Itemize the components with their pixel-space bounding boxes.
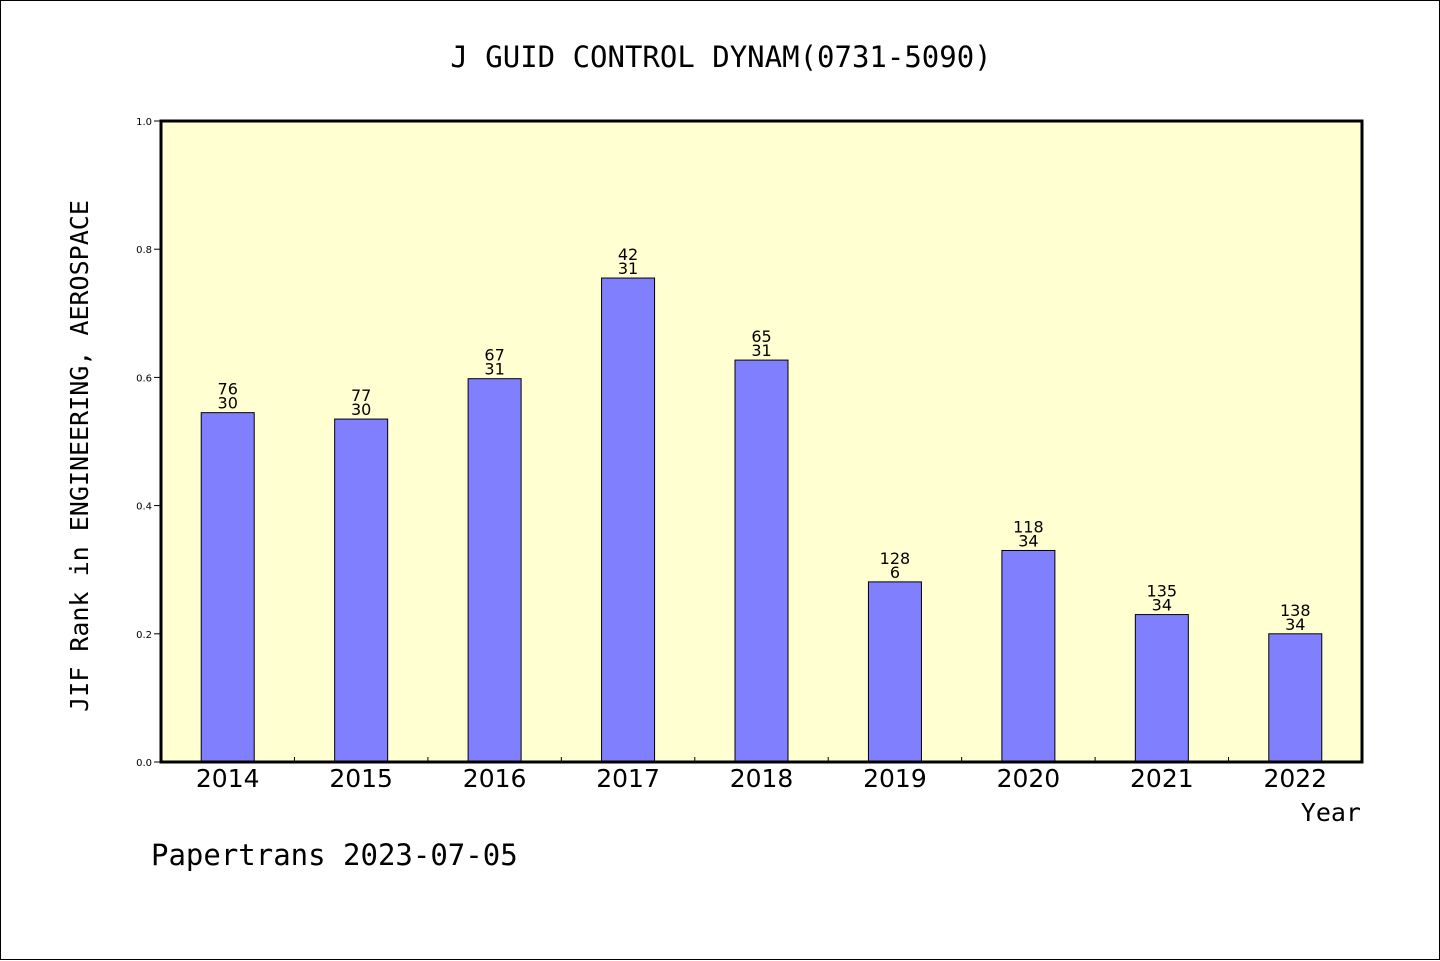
bar-label-bottom-2018: 31 (751, 341, 771, 360)
bar-label-bottom-2014: 30 (218, 394, 238, 413)
footer-stamp: Papertrans 2023-07-05 (151, 838, 518, 872)
x-tick-label: 2021 (1130, 764, 1194, 793)
bar-label-bottom-2016: 31 (484, 360, 504, 379)
bar-2019 (867, 581, 922, 763)
x-tick-label: 2014 (196, 764, 260, 793)
bar-label-top-2015: 77 (351, 386, 371, 405)
bar-label-bottom-2015: 30 (351, 400, 371, 419)
bar-2016 (467, 378, 522, 763)
bar-label-bottom-2022: 34 (1285, 615, 1305, 634)
bar-2014 (200, 412, 255, 763)
bar-label-top-2017: 42 (618, 245, 638, 264)
y-tick-label: 0.2 (136, 630, 152, 641)
x-tick-label: 2016 (463, 764, 527, 793)
y-tick-labels: 0.0 0.2 0.4 0.6 0.8 1.0 (136, 117, 152, 769)
chart-title: J GUID CONTROL DYNAM(0731-5090) (450, 40, 991, 74)
x-tick-label: 2017 (596, 764, 660, 793)
bar-2015 (334, 418, 389, 763)
x-tick-label: 2020 (997, 764, 1061, 793)
y-tick-label: 0.6 (136, 373, 152, 384)
bar-label-top-2019: 128 (880, 549, 911, 568)
x-tick-label: 2019 (863, 764, 927, 793)
y-tick-label: 1.0 (136, 117, 152, 128)
y-tick-label: 0.0 (136, 758, 152, 769)
bar-2017 (601, 277, 656, 763)
bar-label-top-2021: 135 (1147, 582, 1178, 601)
x-tick-label: 2015 (329, 764, 393, 793)
x-tick-label: 2022 (1263, 764, 1327, 793)
bar-label-bottom-2019: 6 (890, 563, 900, 582)
bar-label-bottom-2021: 34 (1152, 596, 1172, 615)
bar-2021 (1134, 614, 1189, 763)
bar-label-bottom-2020: 34 (1018, 531, 1038, 550)
plot-border (159, 119, 1364, 764)
bar-label-top-2018: 65 (751, 327, 771, 346)
x-axis-label: Year (1301, 798, 1361, 827)
bar-label-bottom-2017: 31 (618, 259, 638, 278)
bar-label-top-2016: 67 (484, 346, 504, 365)
y-tick-label: 0.8 (136, 245, 152, 256)
x-tick-labels: 2014 2015 2016 2017 2018 2019 2020 2021 2022 (196, 764, 1327, 793)
bar-label-top-2022: 138 (1280, 601, 1311, 620)
bar-label-top-2020: 118 (1013, 517, 1044, 536)
y-axis-label: JIF Rank in ENGINEERING, AEROSPACE (65, 200, 94, 712)
bar-2022 (1268, 633, 1323, 763)
bar-label-top-2014: 76 (218, 380, 238, 399)
bars (200, 277, 1323, 763)
bar-2018 (734, 359, 789, 763)
x-tick-label: 2018 (730, 764, 794, 793)
bar-2020 (1001, 549, 1056, 763)
y-tick-label: 0.4 (136, 502, 152, 513)
